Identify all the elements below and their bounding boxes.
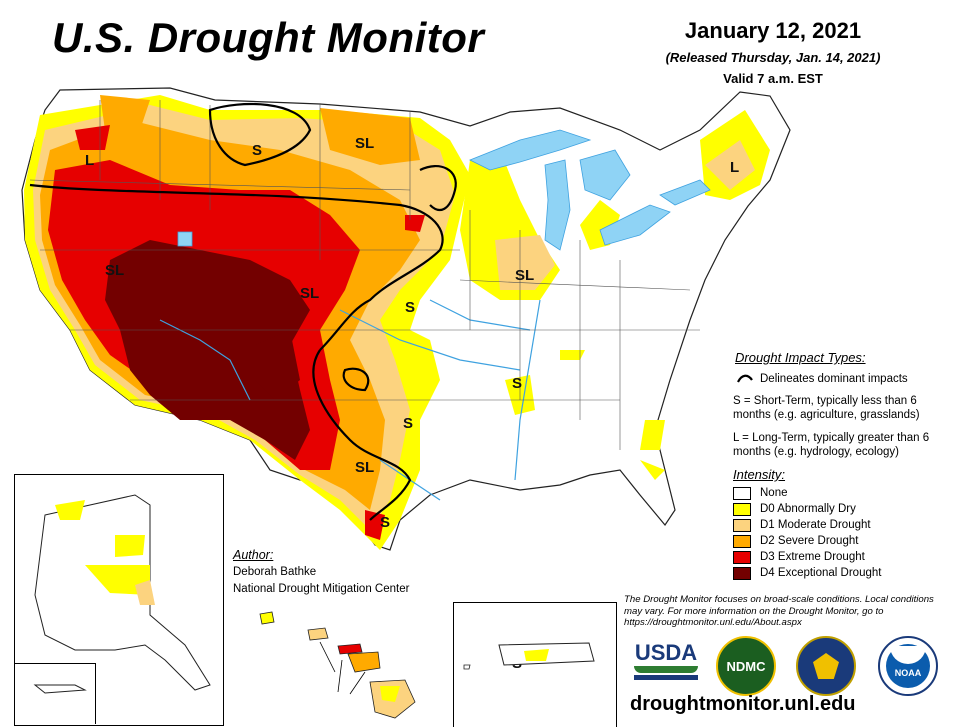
map-date: January 12, 2021 xyxy=(684,18,862,43)
impact-boundaries xyxy=(29,102,457,521)
impact-legend-title: Drought Impact Types: xyxy=(735,350,866,365)
author-org: National Drought Mitigation Center xyxy=(233,583,410,595)
usda-logo: USDA xyxy=(634,640,698,684)
label-s-texas-south: S xyxy=(380,514,390,531)
impact-line-sample xyxy=(737,374,753,383)
legend-swatch xyxy=(733,566,751,580)
impact-line-label: Delineates dominant impacts xyxy=(760,373,908,385)
alaska-map xyxy=(33,494,211,694)
label-s-texas-east: S xyxy=(403,415,413,432)
author-name: Deborah Bathke xyxy=(233,566,317,578)
hawaii-pr-divider xyxy=(453,602,617,727)
ndmc-logo-text: NDMC xyxy=(726,658,766,674)
map-title: U.S. Drought Monitor xyxy=(52,14,485,61)
short-term-description: S = Short-Term, typically less than 6 mo… xyxy=(733,395,920,421)
label-l-northeast: L xyxy=(730,159,739,176)
legend-item-none: None xyxy=(733,486,788,500)
label-sl-texas: SL xyxy=(355,459,374,476)
label-sl-dakotas: SL xyxy=(355,135,374,152)
legend-label: D2 Severe Drought xyxy=(760,535,859,547)
legend-swatch xyxy=(733,502,751,516)
release-date: (Released Thursday, Jan. 14, 2021) xyxy=(665,50,881,65)
noaa-logo: NOAA xyxy=(878,636,938,696)
legend-item-d4: D4 Exceptional Drought xyxy=(733,566,881,580)
state-boundaries xyxy=(29,100,700,450)
noaa-logo-text: NOAA xyxy=(894,668,922,678)
legend-label: D3 Extreme Drought xyxy=(760,551,865,563)
eagle-icon xyxy=(813,653,839,679)
label-l-oregon: L xyxy=(85,152,94,169)
hawaii-inset xyxy=(230,602,454,726)
legend-label: D4 Exceptional Drought xyxy=(760,567,882,579)
disclaimer-note: The Drought Monitor focuses on broad-sca… xyxy=(624,594,934,628)
legend-label: D1 Moderate Drought xyxy=(760,519,871,531)
alaska-inset xyxy=(14,474,224,726)
legend-label: None xyxy=(760,487,788,499)
label-sl-midwest: SL xyxy=(515,267,534,284)
valid-time: Valid 7 a.m. EST xyxy=(723,71,823,86)
puerto-rico-map xyxy=(463,642,595,670)
aleutian-divider xyxy=(15,663,96,724)
legend-item-d3: D3 Extreme Drought xyxy=(733,550,865,564)
great-lakes xyxy=(177,129,711,251)
usda-logo-text: USDA xyxy=(634,640,698,665)
legend-swatch xyxy=(733,518,751,532)
label-s-kansas: S xyxy=(405,299,415,316)
commerce-logo xyxy=(796,636,856,696)
label-s-south: S xyxy=(512,375,522,392)
ndmc-logo: NDMC xyxy=(716,636,776,696)
label-s-montana: S xyxy=(252,142,262,159)
d4-areas xyxy=(105,240,310,460)
intensity-legend-title: Intensity: xyxy=(733,467,786,482)
website-url: droughtmonitor.unl.edu xyxy=(630,693,856,715)
legend-item-d2: D2 Severe Drought xyxy=(733,534,858,548)
legend-item-d0: D0 Abnormally Dry xyxy=(733,502,856,516)
legend-label: D0 Abnormally Dry xyxy=(760,503,856,515)
label-sl-central: SL xyxy=(300,285,319,302)
legend-swatch xyxy=(733,550,751,564)
long-term-description: L = Long-Term, typically greater than 6 … xyxy=(733,432,930,458)
legend-swatch xyxy=(733,534,751,548)
label-sl-west: SL xyxy=(105,262,124,279)
legend-swatch xyxy=(733,486,751,500)
author-title: Author: xyxy=(233,548,274,562)
hawaii-map xyxy=(259,611,416,719)
legend-item-d1: D1 Moderate Drought xyxy=(733,518,871,532)
